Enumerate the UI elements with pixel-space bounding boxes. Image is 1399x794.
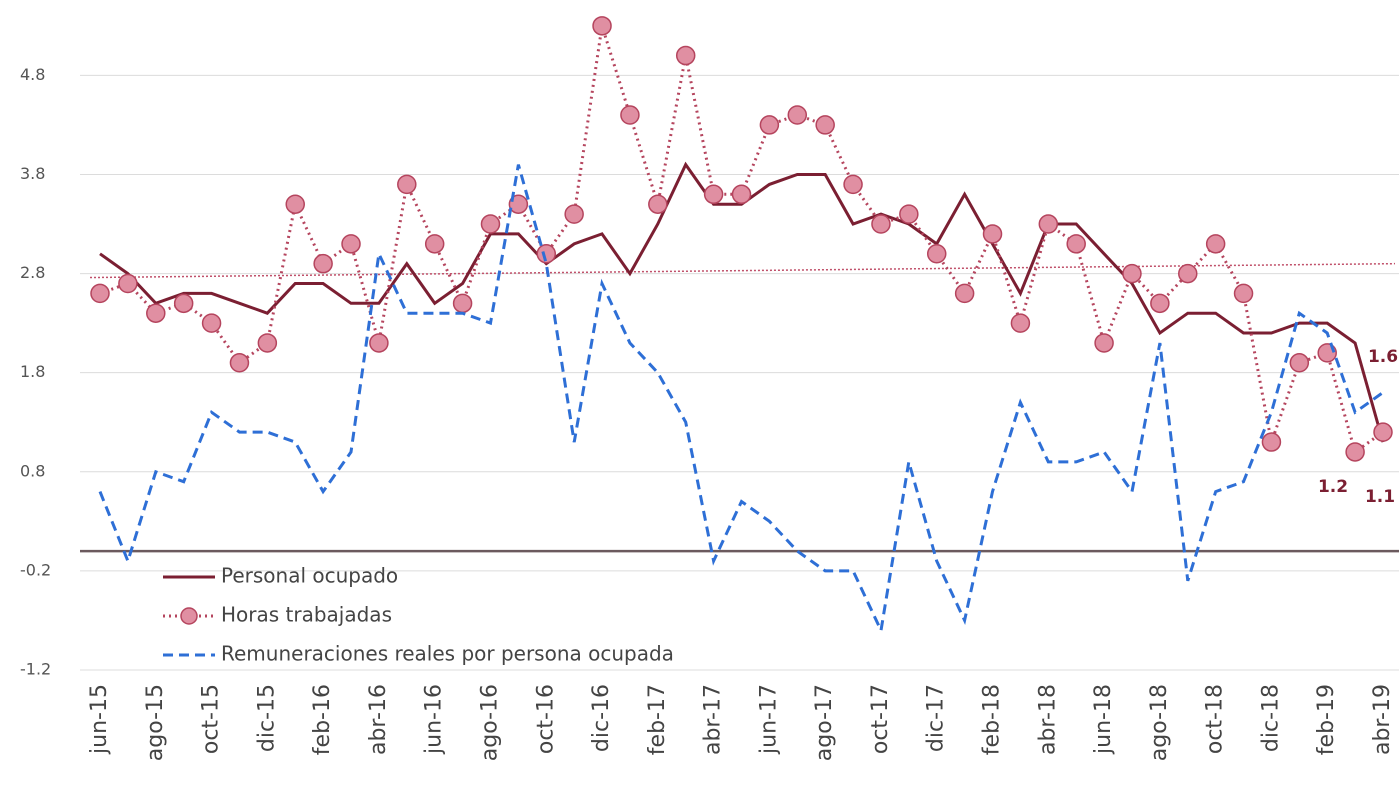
data-label: 1.1 xyxy=(1365,487,1395,507)
x-tick-label: ago-16 xyxy=(477,684,502,761)
x-tick-label: abr-16 xyxy=(366,684,391,755)
x-tick-label: oct-15 xyxy=(199,684,224,754)
series-line xyxy=(98,164,1384,636)
marker xyxy=(815,115,835,135)
marker xyxy=(787,105,808,125)
y-tick-label: -1.2 xyxy=(20,660,51,679)
marker xyxy=(1373,422,1393,442)
marker xyxy=(703,184,724,205)
marker xyxy=(536,244,557,264)
x-tick-label: feb-17 xyxy=(645,684,670,755)
x-tick-label: jun-17 xyxy=(756,684,781,755)
marker xyxy=(1233,283,1254,304)
marker xyxy=(731,184,752,205)
marker xyxy=(452,293,473,314)
marker xyxy=(926,244,947,264)
marker xyxy=(1205,234,1226,254)
marker xyxy=(285,194,305,214)
trend-line xyxy=(89,262,1396,279)
marker xyxy=(871,214,891,234)
marker xyxy=(675,45,696,66)
y-tick-label: 2.8 xyxy=(20,263,45,282)
series-line xyxy=(99,25,1384,455)
marker xyxy=(1038,214,1059,234)
x-tick-label: abr-19 xyxy=(1370,684,1395,755)
x-tick-label: feb-18 xyxy=(980,684,1005,755)
x-tick-label: dic-17 xyxy=(924,684,949,752)
marker xyxy=(1261,432,1282,452)
marker xyxy=(1150,293,1170,314)
series-line xyxy=(99,161,1385,443)
marker xyxy=(1066,234,1086,254)
data-label: 1.2 xyxy=(1318,477,1348,497)
y-tick-label: -0.2 xyxy=(20,560,51,579)
x-tick-label: feb-16 xyxy=(310,684,335,755)
y-tick-label: 1.8 xyxy=(20,362,45,381)
x-tick-label: oct-16 xyxy=(533,684,558,754)
marker xyxy=(397,174,417,195)
legend-label: Horas trabajadas xyxy=(221,603,392,627)
marker xyxy=(564,204,584,224)
x-tick-label: dic-18 xyxy=(1258,684,1283,752)
x-tick-label: oct-17 xyxy=(868,684,893,754)
x-tick-label: ago-15 xyxy=(143,684,168,761)
marker xyxy=(341,234,361,254)
marker xyxy=(1122,263,1142,284)
marker xyxy=(146,303,166,323)
marker xyxy=(843,174,863,195)
legend-label: Remuneraciones reales por persona ocupad… xyxy=(221,642,674,666)
marker xyxy=(1010,313,1031,333)
marker xyxy=(982,224,1003,244)
x-tick-label: oct-18 xyxy=(1203,684,1228,754)
x-tick-label: abr-17 xyxy=(701,684,726,755)
legend-marker xyxy=(180,607,198,625)
marker xyxy=(118,273,138,294)
x-tick-label: ago-18 xyxy=(1147,684,1172,761)
y-tick-label: 3.8 xyxy=(20,164,45,183)
marker xyxy=(313,253,333,274)
marker xyxy=(648,194,668,214)
marker xyxy=(257,333,278,353)
marker xyxy=(592,16,612,36)
marker xyxy=(480,214,501,234)
y-tick-label: 4.8 xyxy=(20,65,45,84)
x-tick-label: abr-18 xyxy=(1035,684,1060,755)
data-label: 1.6 xyxy=(1368,347,1398,367)
y-tick-label: 0.8 xyxy=(20,461,45,480)
legend-label: Personal ocupado xyxy=(221,564,398,588)
marker xyxy=(173,293,194,314)
marker xyxy=(424,234,445,254)
x-tick-label: jun-18 xyxy=(1091,684,1116,755)
x-tick-label: feb-19 xyxy=(1314,684,1339,755)
marker xyxy=(508,194,529,214)
marker xyxy=(1289,353,1310,373)
x-tick-label: dic-16 xyxy=(589,684,614,752)
marker xyxy=(759,115,780,135)
marker xyxy=(899,204,919,224)
marker xyxy=(620,105,640,125)
x-tick-label: ago-17 xyxy=(812,684,837,761)
marker xyxy=(1094,333,1114,353)
marker xyxy=(1345,442,1365,462)
marker xyxy=(90,283,110,304)
x-tick-label: jun-16 xyxy=(422,684,447,755)
marker xyxy=(229,353,250,373)
marker xyxy=(1178,263,1198,284)
marker xyxy=(369,333,389,353)
marker xyxy=(201,313,222,333)
x-tick-label: jun-15 xyxy=(87,684,112,755)
marker xyxy=(954,283,975,304)
x-tick-label: dic-15 xyxy=(254,684,279,752)
